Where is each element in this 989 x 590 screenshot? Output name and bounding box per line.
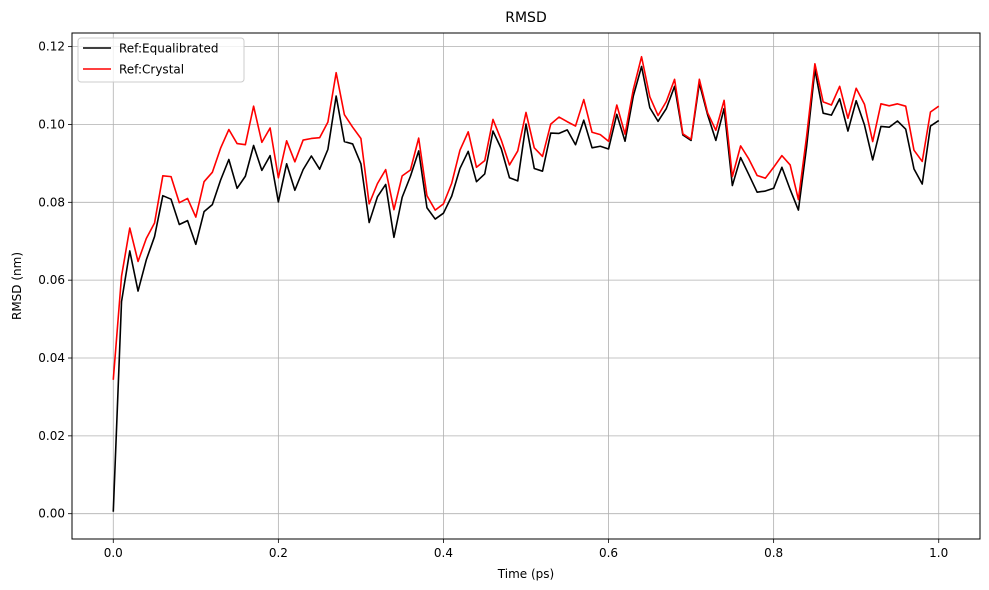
y-tick-label: 0.08	[38, 195, 65, 209]
x-tick-label: 0.8	[764, 546, 783, 560]
series-line-ref-equalibrated	[112, 65, 940, 512]
axis-ticks: 0.0 0.2 0.4 0.6 0.8 1.0 0.00 0.02 0.04 0.06 0.08 0.…	[38, 40, 948, 560]
y-axis-label: RMSD (nm)	[10, 252, 24, 320]
x-tick-label: 0.4	[434, 546, 453, 560]
chart-title: RMSD	[505, 10, 546, 26]
x-tick-label: 1.0	[929, 546, 948, 560]
y-tick-label: 0.10	[38, 117, 65, 131]
y-tick-label: 0.04	[38, 351, 65, 365]
x-tick-label: 0.2	[269, 546, 288, 560]
y-tick-label: 0.02	[38, 429, 65, 443]
y-tick-label: 0.12	[38, 40, 65, 54]
y-tick-label: 0.00	[38, 507, 65, 521]
x-axis-label: Time (ps)	[497, 567, 554, 581]
series-line-ref-crystal	[112, 55, 940, 380]
series-lines	[112, 55, 940, 512]
legend-label-crystal: Ref:Crystal	[119, 63, 184, 77]
x-tick-label: 0.6	[599, 546, 618, 560]
y-tick-label: 0.06	[38, 273, 65, 287]
x-tick-label: 0.0	[104, 546, 123, 560]
legend-label-equalibrated: Ref:Equalibrated	[119, 42, 218, 56]
plot-area-frame	[71, 32, 981, 540]
legend: Ref:Equalibrated Ref:Crystal	[77, 37, 245, 83]
legend-box	[77, 37, 245, 83]
grid	[72, 33, 980, 539]
